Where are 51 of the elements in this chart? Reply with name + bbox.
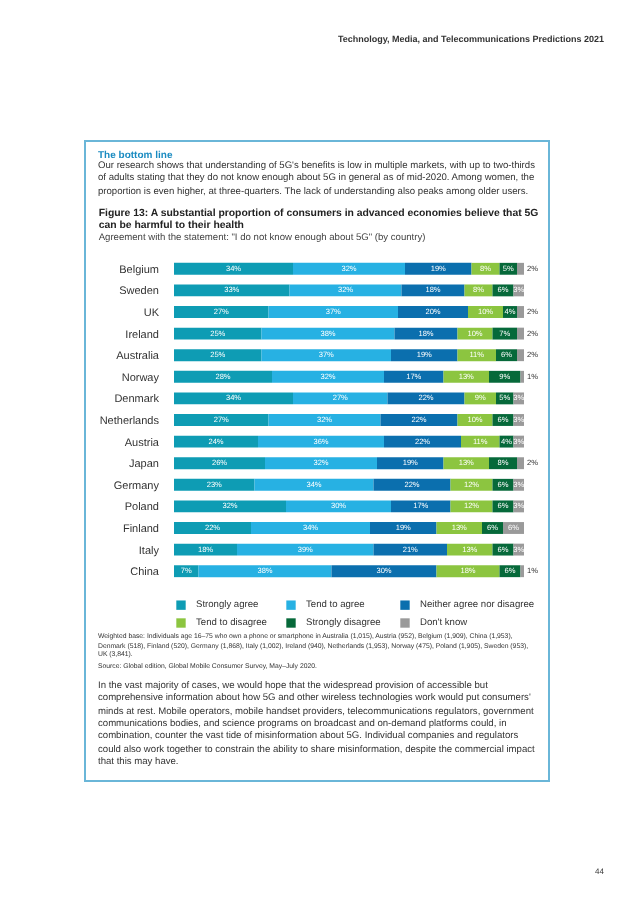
bar [198, 565, 332, 578]
bar [261, 328, 395, 340]
bar [268, 306, 398, 319]
bar [517, 349, 524, 362]
bar [387, 392, 465, 405]
bar [265, 457, 377, 470]
bar [370, 522, 437, 535]
bar [398, 306, 468, 319]
bar [174, 457, 265, 470]
bar [384, 371, 444, 384]
bar [174, 328, 262, 340]
bar [174, 522, 251, 535]
bar [517, 306, 524, 319]
bar [286, 500, 391, 513]
bar [174, 263, 293, 276]
bar [517, 263, 524, 276]
bar [447, 544, 493, 556]
bar [261, 349, 391, 362]
bar [254, 479, 374, 492]
bar [331, 565, 437, 578]
bar [174, 392, 293, 405]
bar [293, 263, 405, 276]
bar [517, 457, 524, 470]
bar [174, 479, 255, 492]
bar [174, 544, 237, 556]
bar [380, 414, 458, 427]
bar [436, 565, 500, 578]
bar [401, 284, 465, 297]
bar [174, 306, 269, 319]
bar [258, 436, 384, 448]
bar [174, 500, 286, 513]
bar [174, 349, 262, 362]
bar [237, 544, 374, 556]
bar [391, 500, 451, 513]
bar [394, 328, 458, 340]
bar [174, 414, 269, 427]
bar [517, 328, 524, 340]
bar [405, 263, 472, 276]
bar [391, 349, 458, 362]
bar [174, 284, 290, 297]
bar [373, 544, 447, 556]
bar [272, 371, 384, 384]
bar [293, 392, 388, 405]
bar [384, 436, 461, 448]
bar [268, 414, 381, 427]
bar [377, 457, 444, 470]
bar [174, 371, 272, 384]
bar [174, 436, 258, 448]
bar [373, 479, 451, 492]
bar [289, 284, 402, 297]
bar [251, 522, 370, 535]
